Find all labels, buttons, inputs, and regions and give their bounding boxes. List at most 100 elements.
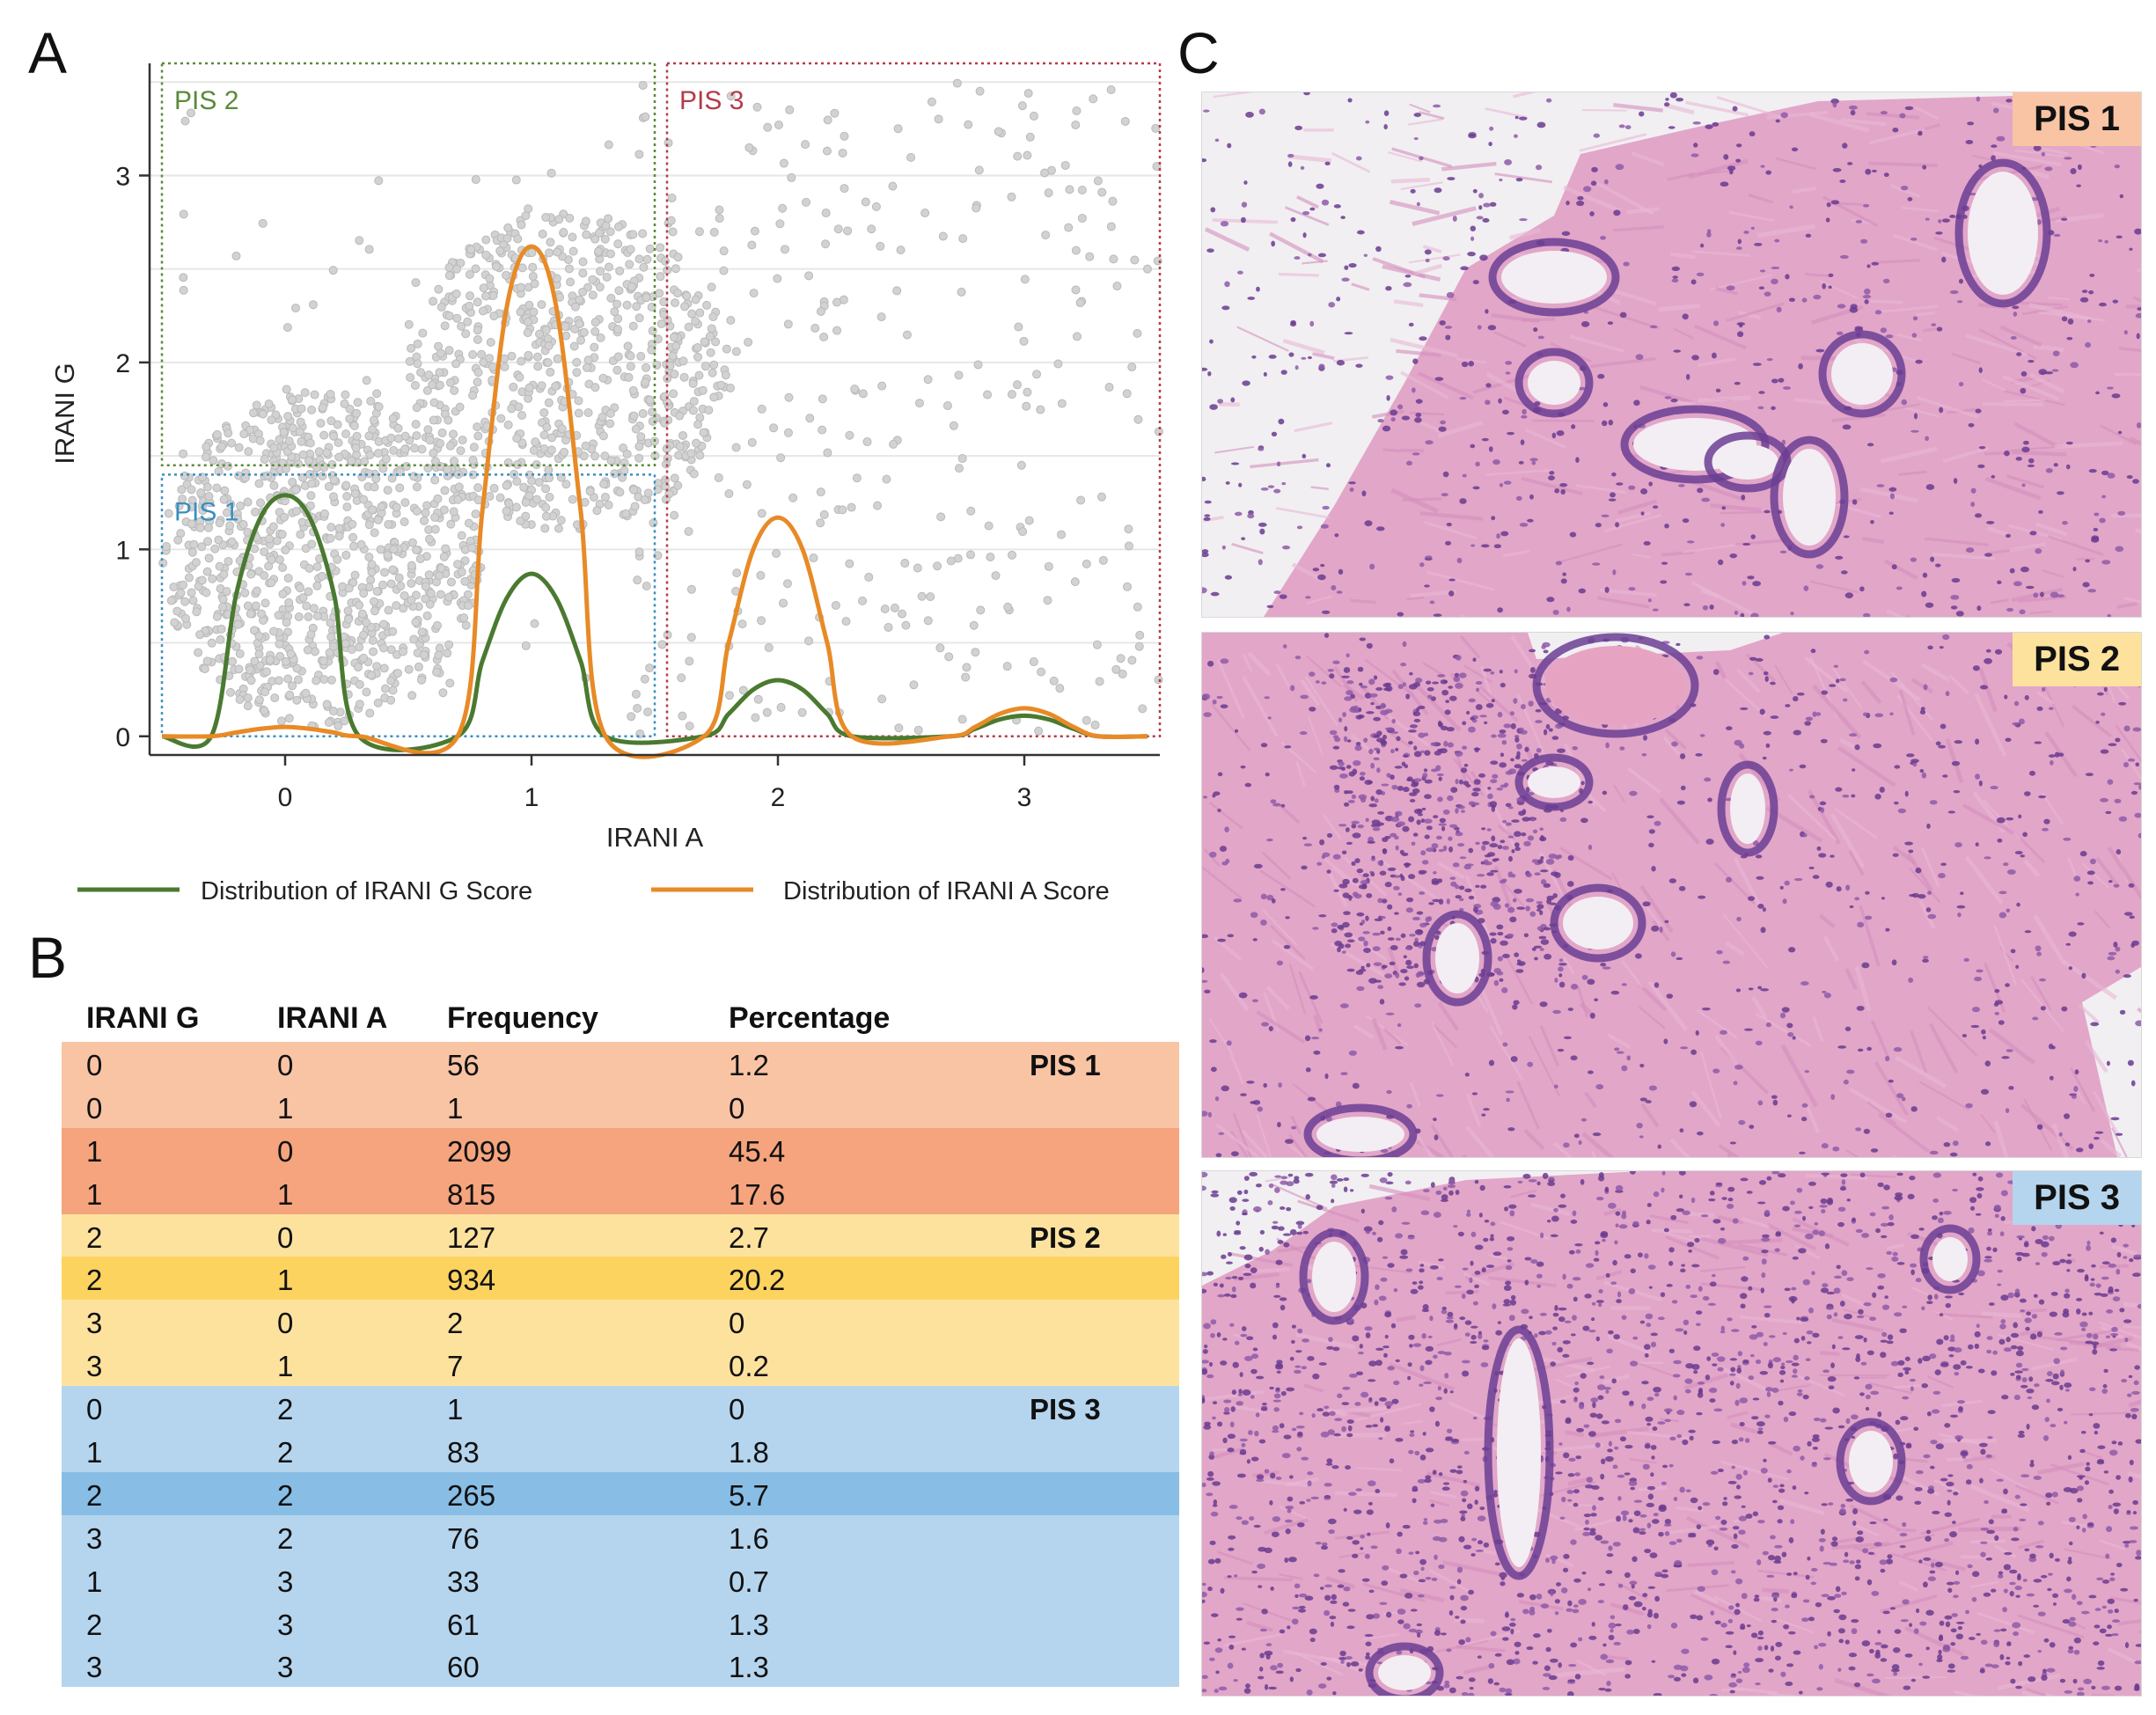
cell-frequency: 2 (447, 1307, 464, 1340)
cell-percentage: 0.2 (729, 1350, 769, 1383)
cell-frequency: 815 (447, 1177, 496, 1211)
region-label-pis-2: PIS 2 (174, 86, 238, 115)
cell-percentage: 2.7 (729, 1220, 769, 1254)
cell-frequency: 1 (447, 1091, 464, 1125)
axes: 0 1 2 3 0 1 2 3 IRANI A IRANI G (49, 63, 1160, 853)
cell-irani-g: 1 (86, 1436, 103, 1469)
table-row: 3 2 76 1.6 (62, 1514, 1179, 1558)
histology-image-pis-2: PIS 2 (1201, 632, 2142, 1158)
cell-frequency: 61 (447, 1608, 480, 1641)
frequency-table: IRANI G IRANI A Frequency Percentage 0 0 5… (62, 993, 1179, 1688)
cell-irani-a: 3 (277, 1651, 294, 1684)
cell-percentage: 1.8 (729, 1436, 769, 1469)
x-axis-label: IRANI A (606, 822, 704, 853)
header-percentage: Percentage (729, 1001, 891, 1035)
region-box-pis-2 (160, 62, 656, 466)
table-row: 3 1 7 0.2 (62, 1343, 1179, 1387)
panel-letter-b: B (28, 925, 68, 990)
pis-label-1: PIS 1 (2013, 92, 2141, 146)
cell-percentage: 1.3 (729, 1608, 769, 1641)
cell-irani-a: 2 (277, 1436, 294, 1469)
cell-irani-g: 2 (86, 1478, 103, 1512)
pis-label-2: PIS 2 (2013, 633, 2141, 686)
cell-irani-g: 3 (86, 1307, 103, 1340)
density-curves (161, 244, 1148, 759)
table-body: 0 0 56 1.2 PIS 1 0 1 1 0 1 0 2099 45.4 1 1 815 17.6 2 0 127… (62, 1042, 1179, 1688)
cell-frequency: 7 (447, 1350, 464, 1383)
cell-irani-a: 3 (277, 1608, 294, 1641)
region-box-pis-3 (665, 62, 1162, 738)
cell-irani-a: 0 (277, 1220, 294, 1254)
table-row: 0 0 56 1.2 PIS 1 (62, 1042, 1179, 1085)
header-frequency: Frequency (447, 1001, 598, 1035)
cell-frequency: 1 (447, 1393, 464, 1426)
table-row: 0 1 1 0 (62, 1084, 1179, 1128)
table-row: 0 2 1 0 PIS 3 (62, 1386, 1179, 1430)
table-row: 2 2 265 5.7 (62, 1471, 1179, 1515)
region-label-pis-3: PIS 3 (679, 86, 744, 115)
cell-percentage: 1.6 (729, 1521, 769, 1555)
cell-frequency: 2099 (447, 1134, 512, 1168)
cell-pis-tag: PIS 3 (1030, 1393, 1101, 1426)
x-tick-label: 2 (771, 783, 786, 812)
cell-frequency: 56 (447, 1049, 480, 1081)
cell-frequency: 76 (447, 1521, 480, 1555)
cell-irani-a: 1 (277, 1350, 294, 1383)
table-header: IRANI G IRANI A Frequency Percentage (62, 993, 1179, 1042)
cell-percentage: 17.6 (729, 1177, 786, 1211)
cell-frequency: 127 (447, 1220, 496, 1254)
cell-percentage: 0 (729, 1393, 745, 1426)
cell-irani-g: 2 (86, 1220, 103, 1254)
density-curve-irani-g (161, 493, 1148, 752)
histology-image-pis-1: PIS 1 (1201, 92, 2142, 618)
x-tick-label: 1 (524, 783, 539, 812)
header-irani-g: IRANI G (86, 1001, 200, 1035)
panel-letter-a: A (28, 20, 68, 85)
table-row: 1 1 815 17.6 (62, 1170, 1179, 1214)
y-tick-label: 2 (115, 349, 130, 378)
table-row: 2 1 934 20.2 (62, 1257, 1179, 1301)
x-tick-label: 0 (278, 783, 293, 812)
cell-irani-g: 3 (86, 1521, 103, 1555)
cell-pis-tag: PIS 2 (1030, 1220, 1101, 1254)
cell-irani-a: 1 (277, 1091, 294, 1125)
cell-irani-a: 1 (277, 1264, 294, 1297)
histology-image-pis-3: PIS 3 (1201, 1170, 2142, 1697)
legend-label-irani-g: Distribution of IRANI G Score (201, 877, 532, 905)
cell-frequency: 934 (447, 1264, 496, 1297)
cell-percentage: 0 (729, 1091, 745, 1125)
cell-irani-g: 2 (86, 1608, 103, 1641)
y-tick-label: 3 (115, 162, 130, 191)
cell-irani-a: 2 (277, 1478, 294, 1512)
cell-irani-a: 2 (277, 1393, 294, 1426)
x-tick-label: 3 (1017, 783, 1032, 812)
table-row: 2 3 61 1.3 (62, 1601, 1179, 1645)
table-row: 3 3 60 1.3 (62, 1644, 1179, 1688)
density-curve-irani-a (161, 244, 1148, 759)
cell-irani-a: 2 (277, 1521, 294, 1555)
y-tick-label: 0 (115, 723, 130, 752)
cell-irani-a: 0 (277, 1134, 294, 1168)
cell-irani-g: 1 (86, 1177, 103, 1211)
cell-irani-g: 1 (86, 1134, 103, 1168)
region-box-pis-1 (160, 473, 656, 738)
cell-irani-g: 0 (86, 1049, 103, 1081)
y-tick-label: 1 (115, 536, 130, 565)
cell-percentage: 1.2 (729, 1049, 769, 1081)
legend-label-irani-a: Distribution of IRANI A Score (783, 877, 1110, 905)
cell-frequency: 33 (447, 1565, 480, 1598)
cell-pis-tag: PIS 1 (1030, 1049, 1101, 1081)
scatter-points (158, 78, 1163, 738)
cell-irani-g: 0 (86, 1393, 103, 1426)
cell-frequency: 265 (447, 1478, 496, 1512)
panel-letter-c: C (1177, 20, 1220, 85)
cell-percentage: 0.7 (729, 1565, 769, 1598)
region-label-pis-1: PIS 1 (174, 497, 238, 526)
cell-irani-g: 0 (86, 1091, 103, 1125)
cell-frequency: 83 (447, 1436, 480, 1469)
scatter-density-chart: PIS 1 PIS 2 PIS 3 0 1 2 3 0 1 2 3 IRANI A IRANI G D… (49, 62, 1163, 905)
cell-irani-a: 0 (277, 1307, 294, 1340)
cell-percentage: 20.2 (729, 1264, 786, 1297)
cell-irani-a: 0 (277, 1049, 294, 1081)
cell-irani-g: 2 (86, 1264, 103, 1297)
